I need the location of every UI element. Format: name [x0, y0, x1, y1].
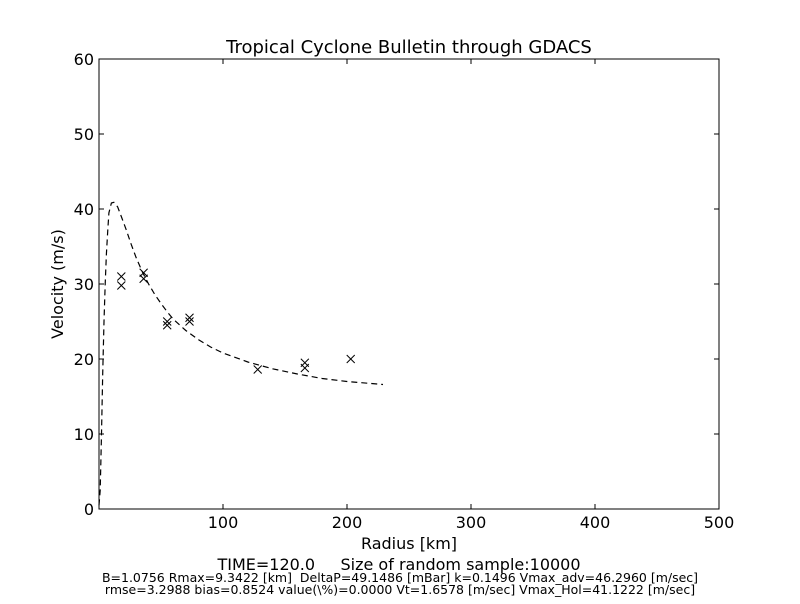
data-point-x-marker — [162, 317, 172, 326]
plot-area-frame — [98, 58, 720, 510]
footer-line-1: TIME=120.0 Size of random sample:10000 — [216, 555, 580, 574]
data-point-x-marker — [185, 313, 194, 323]
y-tick-label: 50 — [74, 125, 94, 144]
footer-line-2: B=1.0756 Rmax=9.3422 [km] DeltaP=49.1486… — [102, 570, 698, 585]
x-marker-stroke — [162, 317, 172, 326]
x-marker-stroke — [300, 363, 310, 373]
y-tick-label: 0 — [84, 500, 94, 519]
x-axis-label: Radius [km] — [361, 534, 457, 553]
y-tick-label: 40 — [74, 200, 94, 219]
x-marker-stroke — [116, 281, 126, 290]
footer-line-3: rmse=3.2988 bias=0.8524 value(\%)=0.0000… — [105, 582, 695, 597]
y-tick-label: 30 — [74, 275, 94, 294]
series-line-dashed — [98, 201, 384, 506]
y-tick-label: 20 — [74, 350, 94, 369]
x-tick-label: 500 — [704, 513, 735, 532]
chart-title: Tropical Cyclone Bulletin through GDACS — [225, 37, 592, 58]
x-marker-stroke — [162, 320, 172, 330]
y-tick-label: 10 — [74, 425, 94, 444]
x-marker-stroke — [185, 317, 194, 326]
x-marker-stroke — [116, 272, 126, 281]
x-marker-stroke — [253, 365, 263, 374]
data-point-x-marker — [253, 365, 263, 374]
x-tick-label: 400 — [580, 513, 611, 532]
x-marker-stroke — [346, 354, 356, 364]
data-point-x-marker — [116, 281, 126, 290]
data-point-x-marker — [185, 317, 194, 326]
x-tick-label: 200 — [332, 513, 363, 532]
x-tick-label: 100 — [208, 513, 239, 532]
data-point-x-marker — [300, 363, 310, 373]
data-layer — [98, 201, 384, 506]
data-point-x-marker — [116, 272, 126, 281]
data-point-x-marker — [162, 320, 172, 330]
y-axis-label: Velocity (m/s) — [48, 229, 67, 339]
data-point-x-marker — [346, 354, 356, 364]
data-point-x-marker — [139, 274, 148, 284]
x-tick-label: 300 — [456, 513, 487, 532]
y-tick-label: 60 — [74, 50, 94, 69]
axis-ticks: 100 200 300 400 500 0 10 20 30 40 50 60 — [74, 50, 735, 532]
x-marker-stroke — [185, 313, 194, 323]
x-marker-stroke — [139, 274, 148, 284]
